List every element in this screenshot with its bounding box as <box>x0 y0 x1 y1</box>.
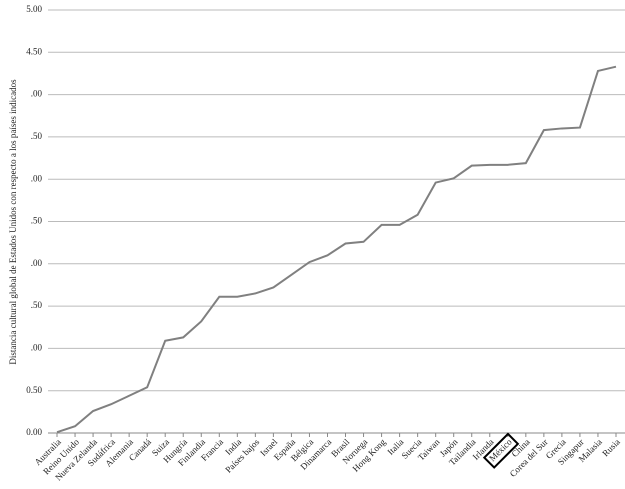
y-tick-label: .50 <box>31 216 43 226</box>
y-tick-label: 4.50 <box>26 46 42 56</box>
y-tick-label: .50 <box>31 300 43 310</box>
y-tick-label: 5.00 <box>26 4 42 14</box>
x-tick-label: Rusia <box>600 437 622 459</box>
y-tick-label: .50 <box>31 131 43 141</box>
highlight-box <box>482 432 520 469</box>
line <box>56 65 617 434</box>
y-tick-label: .00 <box>31 89 43 99</box>
y-tick-label: .00 <box>31 342 43 352</box>
y-tick-label: 0.00 <box>26 427 42 437</box>
y-tick-label: 0.50 <box>26 385 42 395</box>
y-axis-label: Distancia cultural global de Estados Uni… <box>8 79 18 365</box>
y-tick-label: .00 <box>31 258 43 268</box>
y-tick-label: .00 <box>31 173 43 183</box>
